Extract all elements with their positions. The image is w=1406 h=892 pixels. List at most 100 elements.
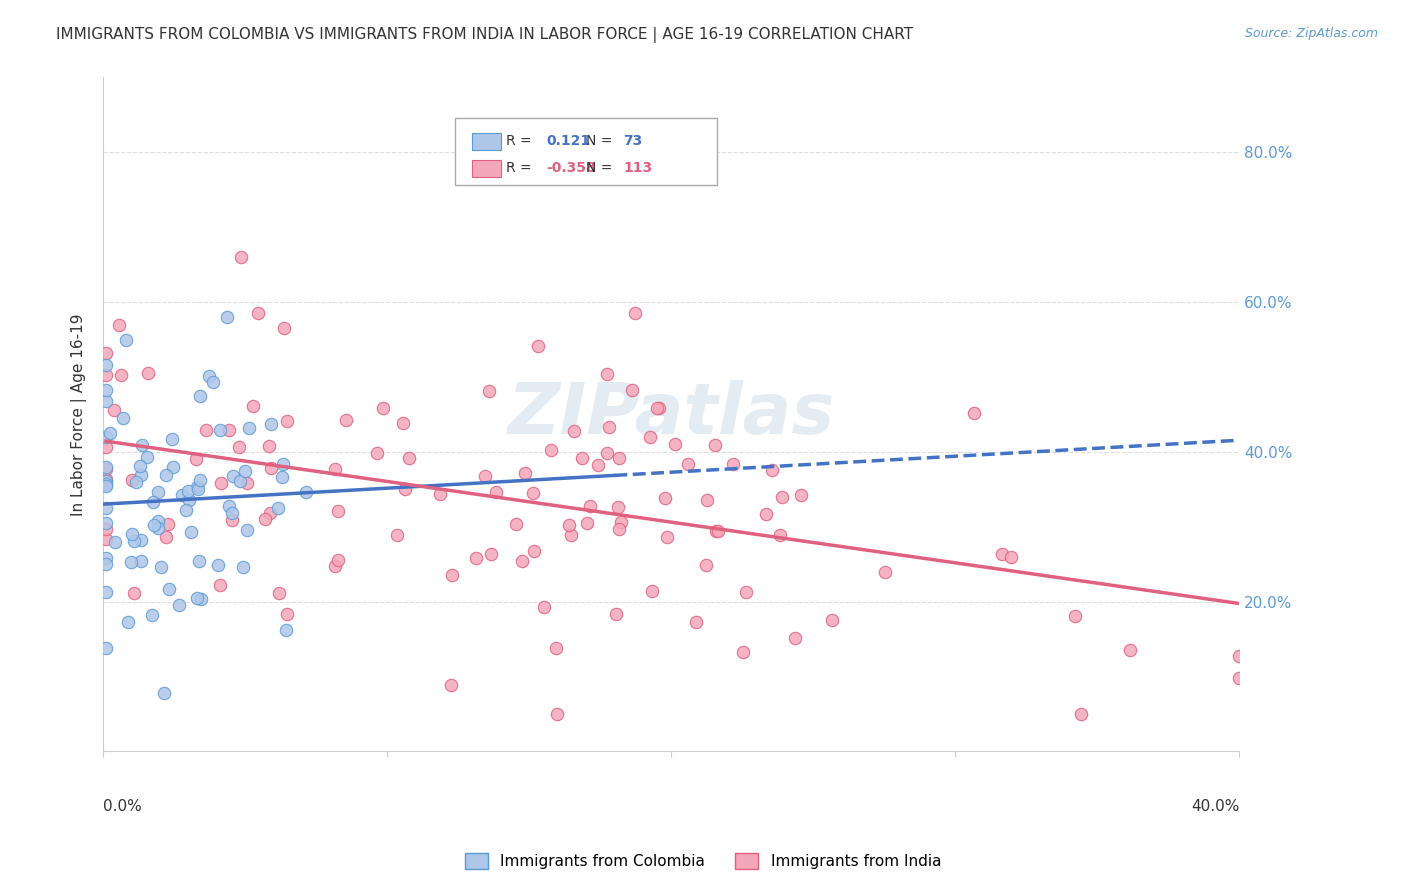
Y-axis label: In Labor Force | Age 16-19: In Labor Force | Age 16-19: [72, 313, 87, 516]
Immigrants from India: [605, 607, 627, 621]
Immigrants from India: [641, 584, 664, 599]
Immigrants from India: [465, 551, 488, 566]
Immigrants from Colombia: [157, 582, 180, 596]
Immigrants from India: [1064, 608, 1087, 623]
Immigrants from India: [121, 473, 143, 487]
Immigrants from Colombia: [238, 421, 260, 435]
Immigrants from India: [429, 487, 451, 501]
Immigrants from India: [398, 451, 420, 466]
Immigrants from Colombia: [188, 473, 211, 487]
Immigrants from India: [260, 461, 283, 475]
Immigrants from India: [94, 532, 117, 546]
Immigrants from India: [155, 530, 177, 544]
Immigrants from India: [440, 568, 463, 582]
Immigrants from India: [783, 631, 806, 645]
Immigrants from Colombia: [135, 450, 157, 464]
Immigrants from India: [94, 368, 117, 383]
Immigrants from Colombia: [207, 558, 229, 572]
Immigrants from India: [664, 437, 686, 451]
Immigrants from Colombia: [94, 394, 117, 409]
Immigrants from Colombia: [94, 384, 117, 398]
Immigrants from India: [110, 368, 132, 382]
Immigrants from India: [479, 548, 502, 562]
Immigrants from Colombia: [188, 389, 211, 403]
Immigrants from India: [596, 367, 619, 381]
Immigrants from India: [247, 306, 270, 320]
Immigrants from Colombia: [187, 554, 209, 568]
Immigrants from Colombia: [141, 607, 163, 622]
Immigrants from Colombia: [201, 375, 224, 389]
Immigrants from Colombia: [94, 641, 117, 656]
Text: R =: R =: [506, 161, 531, 176]
Immigrants from Colombia: [112, 411, 135, 425]
Immigrants from India: [607, 500, 630, 514]
Text: R =: R =: [506, 135, 531, 148]
Immigrants from India: [576, 516, 599, 530]
Text: 0.0%: 0.0%: [103, 798, 142, 814]
Legend: Immigrants from Colombia, Immigrants from India: Immigrants from Colombia, Immigrants fro…: [458, 847, 948, 875]
Immigrants from Colombia: [294, 485, 316, 500]
Immigrants from Colombia: [235, 464, 257, 478]
Immigrants from India: [696, 493, 718, 508]
Immigrants from Colombia: [218, 500, 240, 514]
Immigrants from Colombia: [209, 423, 232, 437]
Immigrants from India: [242, 400, 264, 414]
Immigrants from India: [588, 458, 610, 472]
Immigrants from India: [323, 559, 346, 574]
Immigrants from India: [122, 585, 145, 599]
Immigrants from India: [875, 565, 897, 579]
Immigrants from India: [578, 499, 600, 513]
Immigrants from Colombia: [215, 310, 238, 324]
Bar: [472, 161, 501, 178]
Immigrants from India: [647, 401, 669, 415]
Immigrants from Colombia: [229, 474, 252, 488]
Immigrants from India: [323, 462, 346, 476]
Immigrants from India: [607, 522, 630, 536]
Immigrants from India: [648, 401, 671, 415]
Immigrants from Colombia: [131, 533, 153, 547]
Immigrants from India: [184, 452, 207, 467]
Immigrants from India: [703, 438, 725, 452]
Immigrants from Colombia: [180, 524, 202, 539]
Immigrants from India: [695, 558, 717, 573]
Immigrants from India: [371, 401, 394, 415]
Immigrants from Colombia: [129, 554, 152, 568]
Immigrants from India: [221, 513, 243, 527]
Immigrants from India: [273, 320, 295, 334]
Immigrants from India: [560, 527, 582, 541]
Immigrants from Colombia: [124, 534, 146, 549]
Immigrants from Colombia: [177, 483, 200, 498]
Immigrants from Colombia: [129, 467, 152, 482]
Immigrants from India: [620, 383, 643, 397]
Immigrants from Colombia: [94, 460, 117, 475]
Immigrants from Colombia: [186, 480, 208, 494]
Immigrants from India: [208, 577, 231, 591]
Immigrants from India: [107, 318, 129, 332]
Immigrants from Colombia: [94, 557, 117, 571]
Immigrants from India: [1227, 648, 1250, 663]
Immigrants from India: [623, 306, 645, 320]
Text: IMMIGRANTS FROM COLOMBIA VS IMMIGRANTS FROM INDIA IN LABOR FORCE | AGE 16-19 COR: IMMIGRANTS FROM COLOMBIA VS IMMIGRANTS F…: [56, 27, 914, 43]
Bar: [472, 134, 501, 150]
Immigrants from India: [596, 446, 619, 460]
Immigrants from India: [195, 423, 218, 437]
Immigrants from India: [770, 491, 793, 505]
Immigrants from India: [540, 442, 562, 457]
Immigrants from India: [218, 423, 240, 437]
Immigrants from India: [259, 439, 281, 453]
Immigrants from India: [94, 346, 117, 360]
Immigrants from Colombia: [94, 585, 117, 599]
Immigrants from Colombia: [115, 333, 138, 347]
Immigrants from Colombia: [273, 457, 295, 471]
Immigrants from Colombia: [198, 369, 221, 384]
Immigrants from Colombia: [148, 521, 170, 535]
Immigrants from India: [790, 488, 813, 502]
Immigrants from Colombia: [276, 624, 298, 638]
Immigrants from India: [598, 420, 620, 434]
Immigrants from Colombia: [146, 514, 169, 528]
Immigrants from India: [366, 446, 388, 460]
Immigrants from India: [821, 613, 844, 627]
Immigrants from Colombia: [153, 686, 176, 700]
Immigrants from India: [991, 547, 1014, 561]
Immigrants from India: [735, 584, 758, 599]
